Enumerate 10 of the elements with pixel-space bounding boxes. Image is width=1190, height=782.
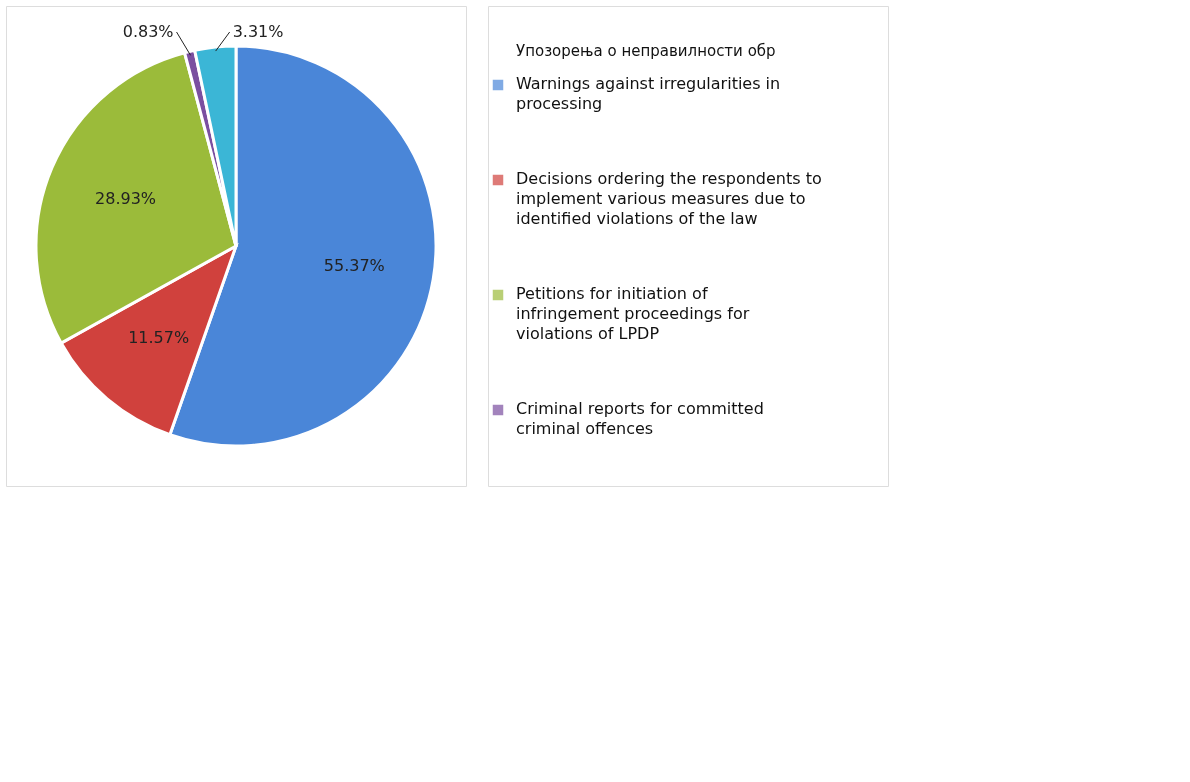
legend-label: Decisions ordering the respondents to implement various measures due to identified violations of the law xyxy=(516,169,822,228)
data-label: 55.37% xyxy=(323,256,385,276)
legend-label: Criminal reports for committed criminal offences xyxy=(516,399,764,438)
data-label: 3.31% xyxy=(232,22,284,41)
data-label: 0.83% xyxy=(122,22,174,41)
legend-label: Warnings against irregularities in processing xyxy=(516,74,781,113)
legend-label: Petitions for initiation of infringement proceedings for violations of LPDP xyxy=(516,284,750,343)
data-label: 28.93% xyxy=(95,189,157,209)
text: Упозорења о неправилности обр xyxy=(516,42,776,60)
data-label: 11.57% xyxy=(128,327,190,347)
